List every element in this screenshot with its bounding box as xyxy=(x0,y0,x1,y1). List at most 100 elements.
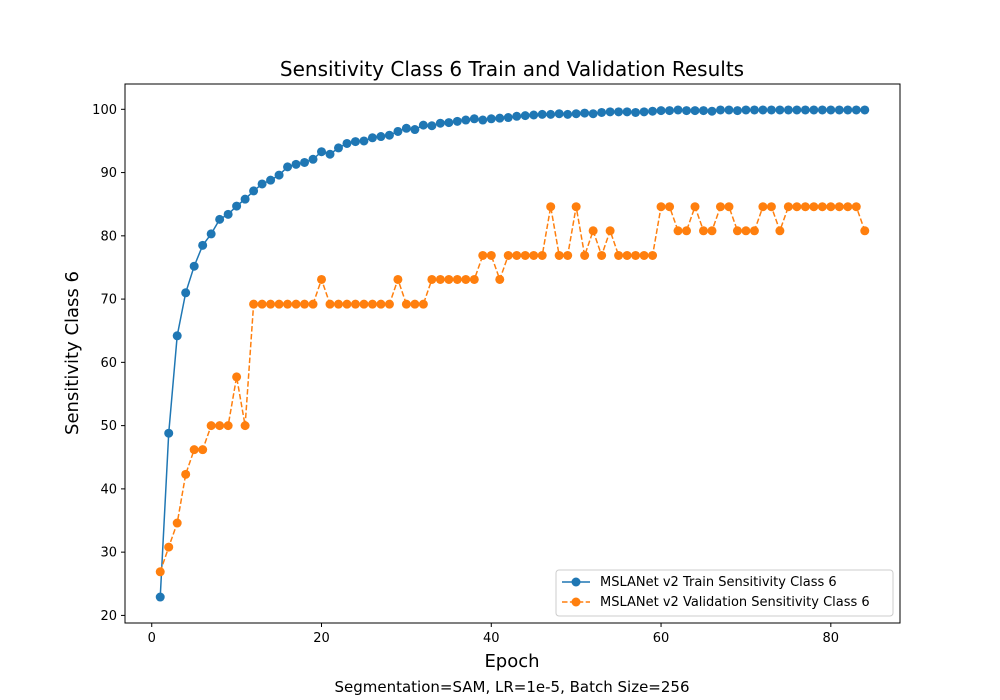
data-point xyxy=(639,107,649,117)
data-point xyxy=(418,299,428,309)
data-point xyxy=(164,428,174,438)
data-point xyxy=(571,109,581,119)
x-tick-label: 20 xyxy=(313,631,330,646)
data-point xyxy=(766,105,776,115)
x-axis: 0 20 40 60 80 xyxy=(148,623,839,646)
data-point xyxy=(724,202,734,212)
data-point xyxy=(724,105,734,115)
data-point xyxy=(181,288,191,298)
data-point xyxy=(715,105,725,115)
data-point xyxy=(648,250,658,260)
data-point xyxy=(401,299,411,309)
data-point xyxy=(715,202,725,212)
legend-val-marker xyxy=(571,597,581,607)
data-point xyxy=(342,138,352,148)
chart-title: Sensitivity Class 6 Train and Validation… xyxy=(280,57,744,81)
data-point xyxy=(512,111,522,121)
data-point xyxy=(342,299,352,309)
data-point xyxy=(376,132,386,142)
series-line xyxy=(159,204,866,573)
data-point xyxy=(291,159,301,169)
data-point xyxy=(461,274,471,284)
legend-train-label: MSLANet v2 Train Sensitivity Class 6 xyxy=(600,575,837,590)
data-point xyxy=(639,250,649,260)
data-point xyxy=(546,202,556,212)
data-point xyxy=(843,202,853,212)
data-point xyxy=(189,261,199,271)
data-point xyxy=(333,299,343,309)
data-point xyxy=(529,110,539,120)
data-point xyxy=(308,299,318,309)
series-train xyxy=(155,105,870,602)
data-point xyxy=(435,118,445,128)
data-point xyxy=(223,421,233,431)
data-point xyxy=(741,226,751,236)
data-point xyxy=(631,107,641,117)
data-point xyxy=(614,250,624,260)
data-point xyxy=(775,226,785,236)
data-point xyxy=(834,202,844,212)
y-tick-label: 70 xyxy=(100,293,117,308)
data-point xyxy=(503,250,513,260)
data-point xyxy=(673,105,683,115)
data-point xyxy=(783,105,793,115)
series-layer xyxy=(155,105,870,602)
data-point xyxy=(384,299,394,309)
data-point xyxy=(580,250,590,260)
data-point xyxy=(384,130,394,140)
data-point xyxy=(512,250,522,260)
data-point xyxy=(410,125,420,135)
data-point xyxy=(317,274,327,284)
data-point xyxy=(698,106,708,116)
data-point xyxy=(486,114,496,124)
data-point xyxy=(249,186,259,196)
data-point xyxy=(817,202,827,212)
data-point xyxy=(469,274,479,284)
data-point xyxy=(826,202,836,212)
data-point xyxy=(478,250,488,260)
y-tick-label: 30 xyxy=(100,546,117,561)
data-point xyxy=(546,109,556,119)
data-point xyxy=(826,105,836,115)
data-point xyxy=(860,105,870,115)
data-point xyxy=(435,274,445,284)
data-point xyxy=(155,567,165,577)
data-point xyxy=(418,120,428,130)
data-point xyxy=(215,421,225,431)
data-point xyxy=(571,202,581,212)
y-tick-label: 20 xyxy=(100,609,117,624)
y-axis-label: Sensitivity Class 6 xyxy=(62,271,83,435)
data-point xyxy=(775,105,785,115)
data-point xyxy=(410,299,420,309)
data-point xyxy=(665,202,675,212)
data-point xyxy=(520,111,530,121)
data-point xyxy=(155,592,165,602)
y-tick-label: 100 xyxy=(92,103,117,118)
data-point xyxy=(860,226,870,236)
data-point xyxy=(495,274,505,284)
data-point xyxy=(469,114,479,124)
data-point xyxy=(605,226,615,236)
data-point xyxy=(800,202,810,212)
data-point xyxy=(198,240,208,250)
y-tick-label: 80 xyxy=(100,229,117,244)
data-point xyxy=(249,299,259,309)
data-point xyxy=(690,202,700,212)
data-point xyxy=(817,105,827,115)
data-point xyxy=(758,105,768,115)
data-point xyxy=(648,106,658,116)
data-point xyxy=(656,106,666,116)
plot-area xyxy=(124,83,901,624)
data-point xyxy=(325,149,335,159)
data-point xyxy=(172,331,182,341)
data-point xyxy=(308,154,318,164)
data-point xyxy=(232,372,242,382)
data-point xyxy=(631,250,641,260)
data-point xyxy=(444,118,454,128)
data-point xyxy=(367,299,377,309)
data-point xyxy=(206,421,216,431)
legend-box xyxy=(555,569,894,617)
data-point xyxy=(257,299,267,309)
legend: MSLANet v2 Train Sensitivity Class 6 MSL… xyxy=(555,569,894,617)
